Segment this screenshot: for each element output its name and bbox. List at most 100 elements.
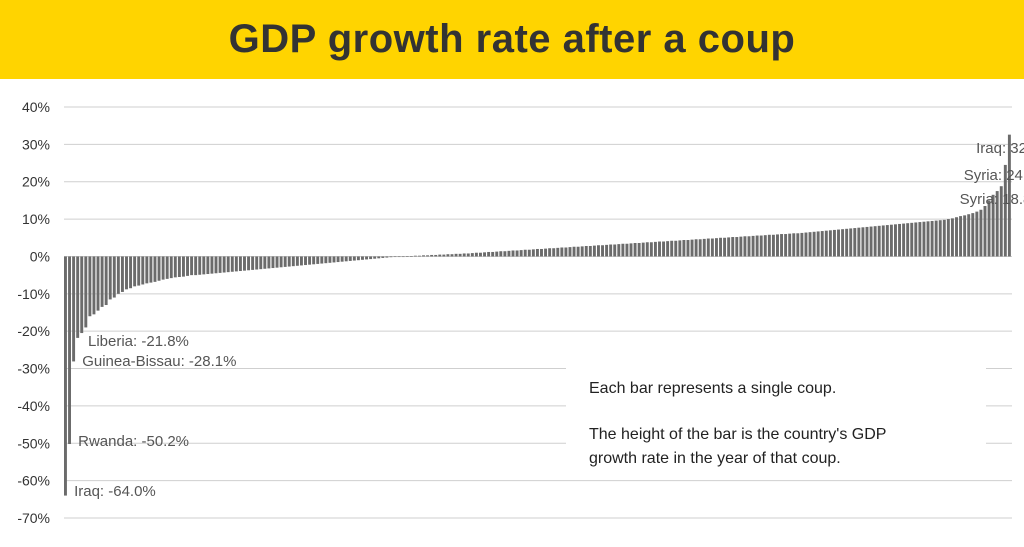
bar bbox=[214, 256, 218, 274]
bar bbox=[1003, 164, 1007, 257]
bar bbox=[312, 256, 316, 265]
bar bbox=[64, 256, 67, 496]
bar bbox=[243, 256, 246, 271]
bar bbox=[560, 247, 564, 257]
bar bbox=[808, 232, 812, 257]
bar bbox=[576, 246, 580, 257]
bar bbox=[401, 256, 405, 258]
bar bbox=[198, 256, 202, 275]
bar bbox=[934, 220, 938, 257]
bar bbox=[230, 256, 234, 272]
bar bbox=[409, 256, 413, 257]
bar bbox=[417, 255, 421, 257]
bar bbox=[885, 225, 889, 257]
bar bbox=[853, 228, 857, 257]
bar bbox=[491, 251, 495, 257]
bar bbox=[291, 256, 295, 267]
bar bbox=[181, 256, 185, 277]
bar bbox=[637, 243, 641, 257]
bar bbox=[503, 251, 507, 257]
bar bbox=[747, 236, 751, 257]
bar bbox=[832, 229, 836, 257]
bar-annotation: Iraq: 32.6% bbox=[976, 140, 1024, 157]
bar bbox=[963, 215, 967, 257]
bar bbox=[385, 256, 389, 258]
bar bbox=[96, 256, 100, 311]
bar bbox=[950, 218, 954, 257]
bar bbox=[446, 254, 450, 257]
bar bbox=[129, 256, 133, 289]
bar bbox=[861, 227, 865, 257]
bar bbox=[796, 233, 800, 257]
y-tick-label: -20% bbox=[17, 323, 50, 339]
bar bbox=[991, 194, 995, 257]
bar bbox=[100, 256, 104, 307]
y-tick-label: 0% bbox=[30, 248, 50, 264]
bar bbox=[763, 235, 767, 257]
note-background bbox=[566, 363, 986, 479]
bar bbox=[141, 256, 145, 285]
bar bbox=[568, 247, 572, 257]
bar bbox=[535, 248, 539, 257]
y-tick-label: 40% bbox=[22, 99, 50, 115]
bar bbox=[470, 253, 474, 257]
bar bbox=[336, 256, 340, 263]
bar-annotation: Syria: 24.5% bbox=[964, 167, 1024, 184]
bar bbox=[979, 209, 983, 257]
bar bbox=[271, 256, 275, 269]
bar bbox=[157, 256, 161, 281]
bar bbox=[377, 256, 381, 259]
bar bbox=[519, 250, 523, 257]
bar bbox=[658, 241, 661, 257]
bar bbox=[633, 243, 637, 257]
bar bbox=[914, 222, 918, 257]
bar bbox=[714, 238, 718, 257]
bar bbox=[88, 256, 92, 317]
bar bbox=[971, 213, 975, 257]
bar bbox=[601, 245, 604, 257]
bar bbox=[613, 244, 617, 257]
bar bbox=[572, 246, 576, 257]
bar bbox=[76, 256, 80, 338]
bar-annotation: Syria: 18.8% bbox=[960, 191, 1024, 208]
bar bbox=[946, 219, 950, 257]
bar bbox=[340, 256, 344, 262]
bar bbox=[820, 231, 824, 257]
bar bbox=[540, 248, 543, 257]
bar bbox=[755, 235, 759, 257]
bar bbox=[365, 256, 369, 260]
bar bbox=[955, 217, 958, 257]
bar bbox=[487, 251, 491, 257]
bar bbox=[645, 242, 649, 257]
bar bbox=[609, 244, 613, 257]
bar bbox=[767, 234, 771, 257]
bar bbox=[137, 256, 141, 286]
bar bbox=[873, 226, 877, 257]
bar bbox=[454, 253, 458, 257]
bar bbox=[894, 224, 897, 257]
bar bbox=[922, 221, 926, 257]
bar bbox=[751, 235, 755, 257]
bar bbox=[434, 254, 438, 257]
bar bbox=[92, 256, 96, 315]
bar bbox=[877, 225, 881, 257]
bar bbox=[438, 254, 442, 257]
bar bbox=[279, 256, 283, 268]
bar bbox=[267, 256, 271, 269]
bar bbox=[531, 249, 535, 257]
bar bbox=[149, 256, 153, 283]
title-banner: GDP growth rate after a coup bbox=[0, 0, 1024, 79]
chart-title: GDP growth rate after a coup bbox=[228, 17, 796, 61]
bar bbox=[902, 223, 906, 257]
bar bbox=[238, 256, 242, 272]
bar bbox=[295, 256, 299, 266]
bar bbox=[373, 256, 377, 259]
bar bbox=[523, 249, 527, 257]
bar bbox=[511, 250, 515, 257]
bar bbox=[393, 256, 397, 258]
bar bbox=[910, 222, 914, 257]
bar bbox=[397, 256, 401, 258]
bar bbox=[857, 227, 861, 257]
bar bbox=[84, 256, 88, 328]
bar bbox=[202, 256, 206, 275]
